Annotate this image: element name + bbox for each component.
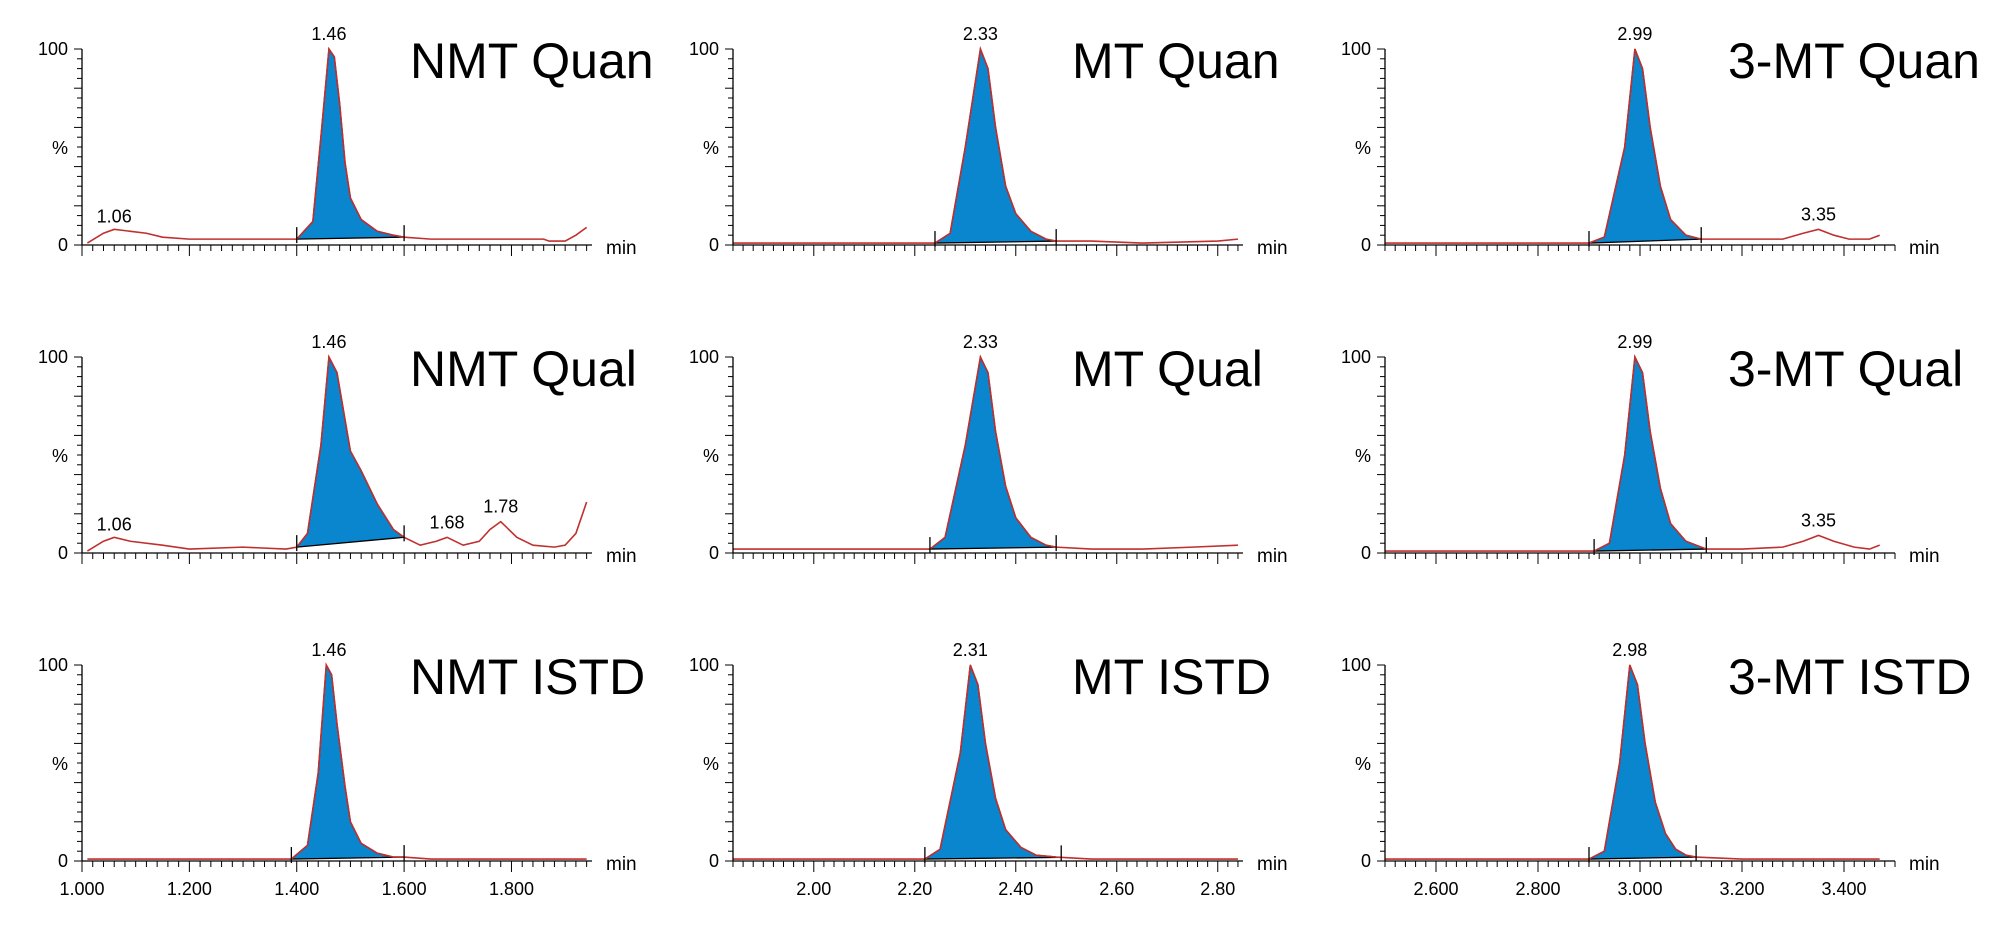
y-tick-label: 100 <box>689 39 719 59</box>
x-unit-label: min <box>1909 546 1940 567</box>
x-tick-label: 1.000 <box>59 879 104 899</box>
panel-3-mt-qual: 0% 100 min 2.99 3.35 3-MT Qual <box>1341 332 1963 567</box>
trace-line <box>1385 664 1880 860</box>
y-axis-label: % <box>52 754 68 774</box>
trace-line <box>86 354 588 552</box>
panel-nmt-istd: 0% 100 1.000 1.200 1.400 1.600 1.800 min 1.46 NMT… <box>38 640 645 899</box>
peak-label: 1.46 <box>311 640 346 660</box>
x-unit-label: min <box>1257 854 1288 875</box>
y-tick-label: 100 <box>689 655 719 675</box>
panel-title: 3-MT Quan <box>1728 33 1980 89</box>
y-tick-label: 0 <box>709 543 719 563</box>
panel-title: NMT Qual <box>410 341 637 397</box>
x-tick-label: 2.600 <box>1413 879 1458 899</box>
y-axis-label: % <box>1355 446 1371 466</box>
panel-3-mt-quan: 0% 100 min 2.99 3.35 3-MT Quan <box>1341 24 1980 259</box>
peak-label: 2.33 <box>963 332 998 352</box>
peak-label: 1.06 <box>97 206 132 226</box>
peak-area <box>1593 354 1707 552</box>
x-tick-label: 3.200 <box>1719 879 1764 899</box>
panel-mt-istd: 0% 100 2.00 2.20 2.40 2.60 2.80 min 2.31 MT ISTD <box>689 640 1288 899</box>
y-axis-label: % <box>703 754 719 774</box>
y-tick-label: 100 <box>1341 39 1371 59</box>
panel-title: MT Qual <box>1072 341 1263 397</box>
x-tick-label: 1.600 <box>382 879 427 899</box>
peak-label: 2.99 <box>1617 24 1652 44</box>
y-axis-label: % <box>1355 138 1371 158</box>
x-tick-label: 1.400 <box>274 879 319 899</box>
peak-label: 2.31 <box>953 640 988 660</box>
peak-area <box>295 47 405 240</box>
peak-area <box>1588 48 1702 244</box>
panel-title: 3-MT Qual <box>1728 341 1963 397</box>
trace-line <box>733 354 1238 550</box>
x-tick-label: 2.20 <box>897 879 932 899</box>
trace-line <box>1385 354 1880 552</box>
x-tick-label: 2.60 <box>1099 879 1134 899</box>
y-axis-label: % <box>703 138 719 158</box>
panel-mt-qual: 0% 100 min 2.33 MT Qual <box>689 332 1288 567</box>
y-tick-label: 0 <box>58 235 68 255</box>
x-tick-label: 1.200 <box>167 879 212 899</box>
peak-label: 1.78 <box>483 497 518 517</box>
x-tick-label: 1.800 <box>489 879 534 899</box>
panel-title: NMT Quan <box>410 33 654 89</box>
x-unit-label: min <box>1257 546 1288 567</box>
peak-label: 1.06 <box>97 514 132 534</box>
y-axis-label: % <box>52 446 68 466</box>
x-tick-label: 2.00 <box>796 879 831 899</box>
y-tick-label: 0 <box>1361 851 1371 871</box>
x-tick-label: 2.800 <box>1515 879 1560 899</box>
y-tick-label: 0 <box>58 543 68 563</box>
y-tick-label: 100 <box>689 347 719 367</box>
peak-label: 1.68 <box>430 512 465 532</box>
y-tick-label: 0 <box>1361 235 1371 255</box>
peak-label: 2.99 <box>1617 332 1652 352</box>
trace-line <box>1385 48 1880 244</box>
panel-mt-quan: 0% 100 min 2.33 MT Quan <box>689 24 1288 259</box>
x-tick-label: 2.40 <box>998 879 1033 899</box>
x-unit-label: min <box>1909 238 1940 259</box>
y-axis-label: % <box>52 138 68 158</box>
peak-label: 2.33 <box>963 24 998 44</box>
peak-label: 2.98 <box>1612 640 1647 660</box>
x-unit-label: min <box>606 854 637 875</box>
x-unit-label: min <box>1257 238 1288 259</box>
y-tick-label: 100 <box>38 655 68 675</box>
panel-title: MT ISTD <box>1072 649 1271 705</box>
peak-area <box>922 664 1062 860</box>
panel-title: MT Quan <box>1072 33 1280 89</box>
x-unit-label: min <box>1909 854 1940 875</box>
y-tick-label: 0 <box>709 851 719 871</box>
peak-label: 3.35 <box>1801 510 1836 530</box>
y-tick-label: 0 <box>58 851 68 871</box>
x-unit-label: min <box>606 238 637 259</box>
y-tick-label: 0 <box>1361 543 1371 563</box>
peak-area <box>1588 664 1697 860</box>
y-tick-label: 100 <box>1341 347 1371 367</box>
panel-nmt-qual: 0% 100 min 1.06 1.46 1.68 1.78 NMT Qual <box>38 332 637 567</box>
peak-label: 1.46 <box>311 332 346 352</box>
y-tick-label: 100 <box>38 347 68 367</box>
peak-area <box>289 662 405 860</box>
y-axis-label: % <box>1355 754 1371 774</box>
panel-title: NMT ISTD <box>410 649 645 705</box>
panel-nmt-quan: 0% 100 min 1.06 1.46 NMT Quan <box>38 24 654 259</box>
trace-line <box>733 664 1238 860</box>
trace-line <box>733 45 1239 244</box>
peak-label: 1.46 <box>311 24 346 44</box>
x-tick-label: 2.80 <box>1200 879 1235 899</box>
panel-title: 3-MT ISTD <box>1728 649 1972 705</box>
trace-line <box>86 46 588 244</box>
x-tick-label: 3.000 <box>1617 879 1662 899</box>
panel-3-mt-istd: 0% 100 2.600 2.800 3.000 3.200 3.400 min 2.98 3-M… <box>1341 640 1972 899</box>
y-tick-label: 0 <box>709 235 719 255</box>
y-axis-label: % <box>703 446 719 466</box>
y-tick-label: 100 <box>38 39 68 59</box>
peak-label: 3.35 <box>1801 204 1836 224</box>
x-unit-label: min <box>606 546 637 567</box>
y-tick-label: 100 <box>1341 655 1371 675</box>
x-tick-label: 3.400 <box>1821 879 1866 899</box>
